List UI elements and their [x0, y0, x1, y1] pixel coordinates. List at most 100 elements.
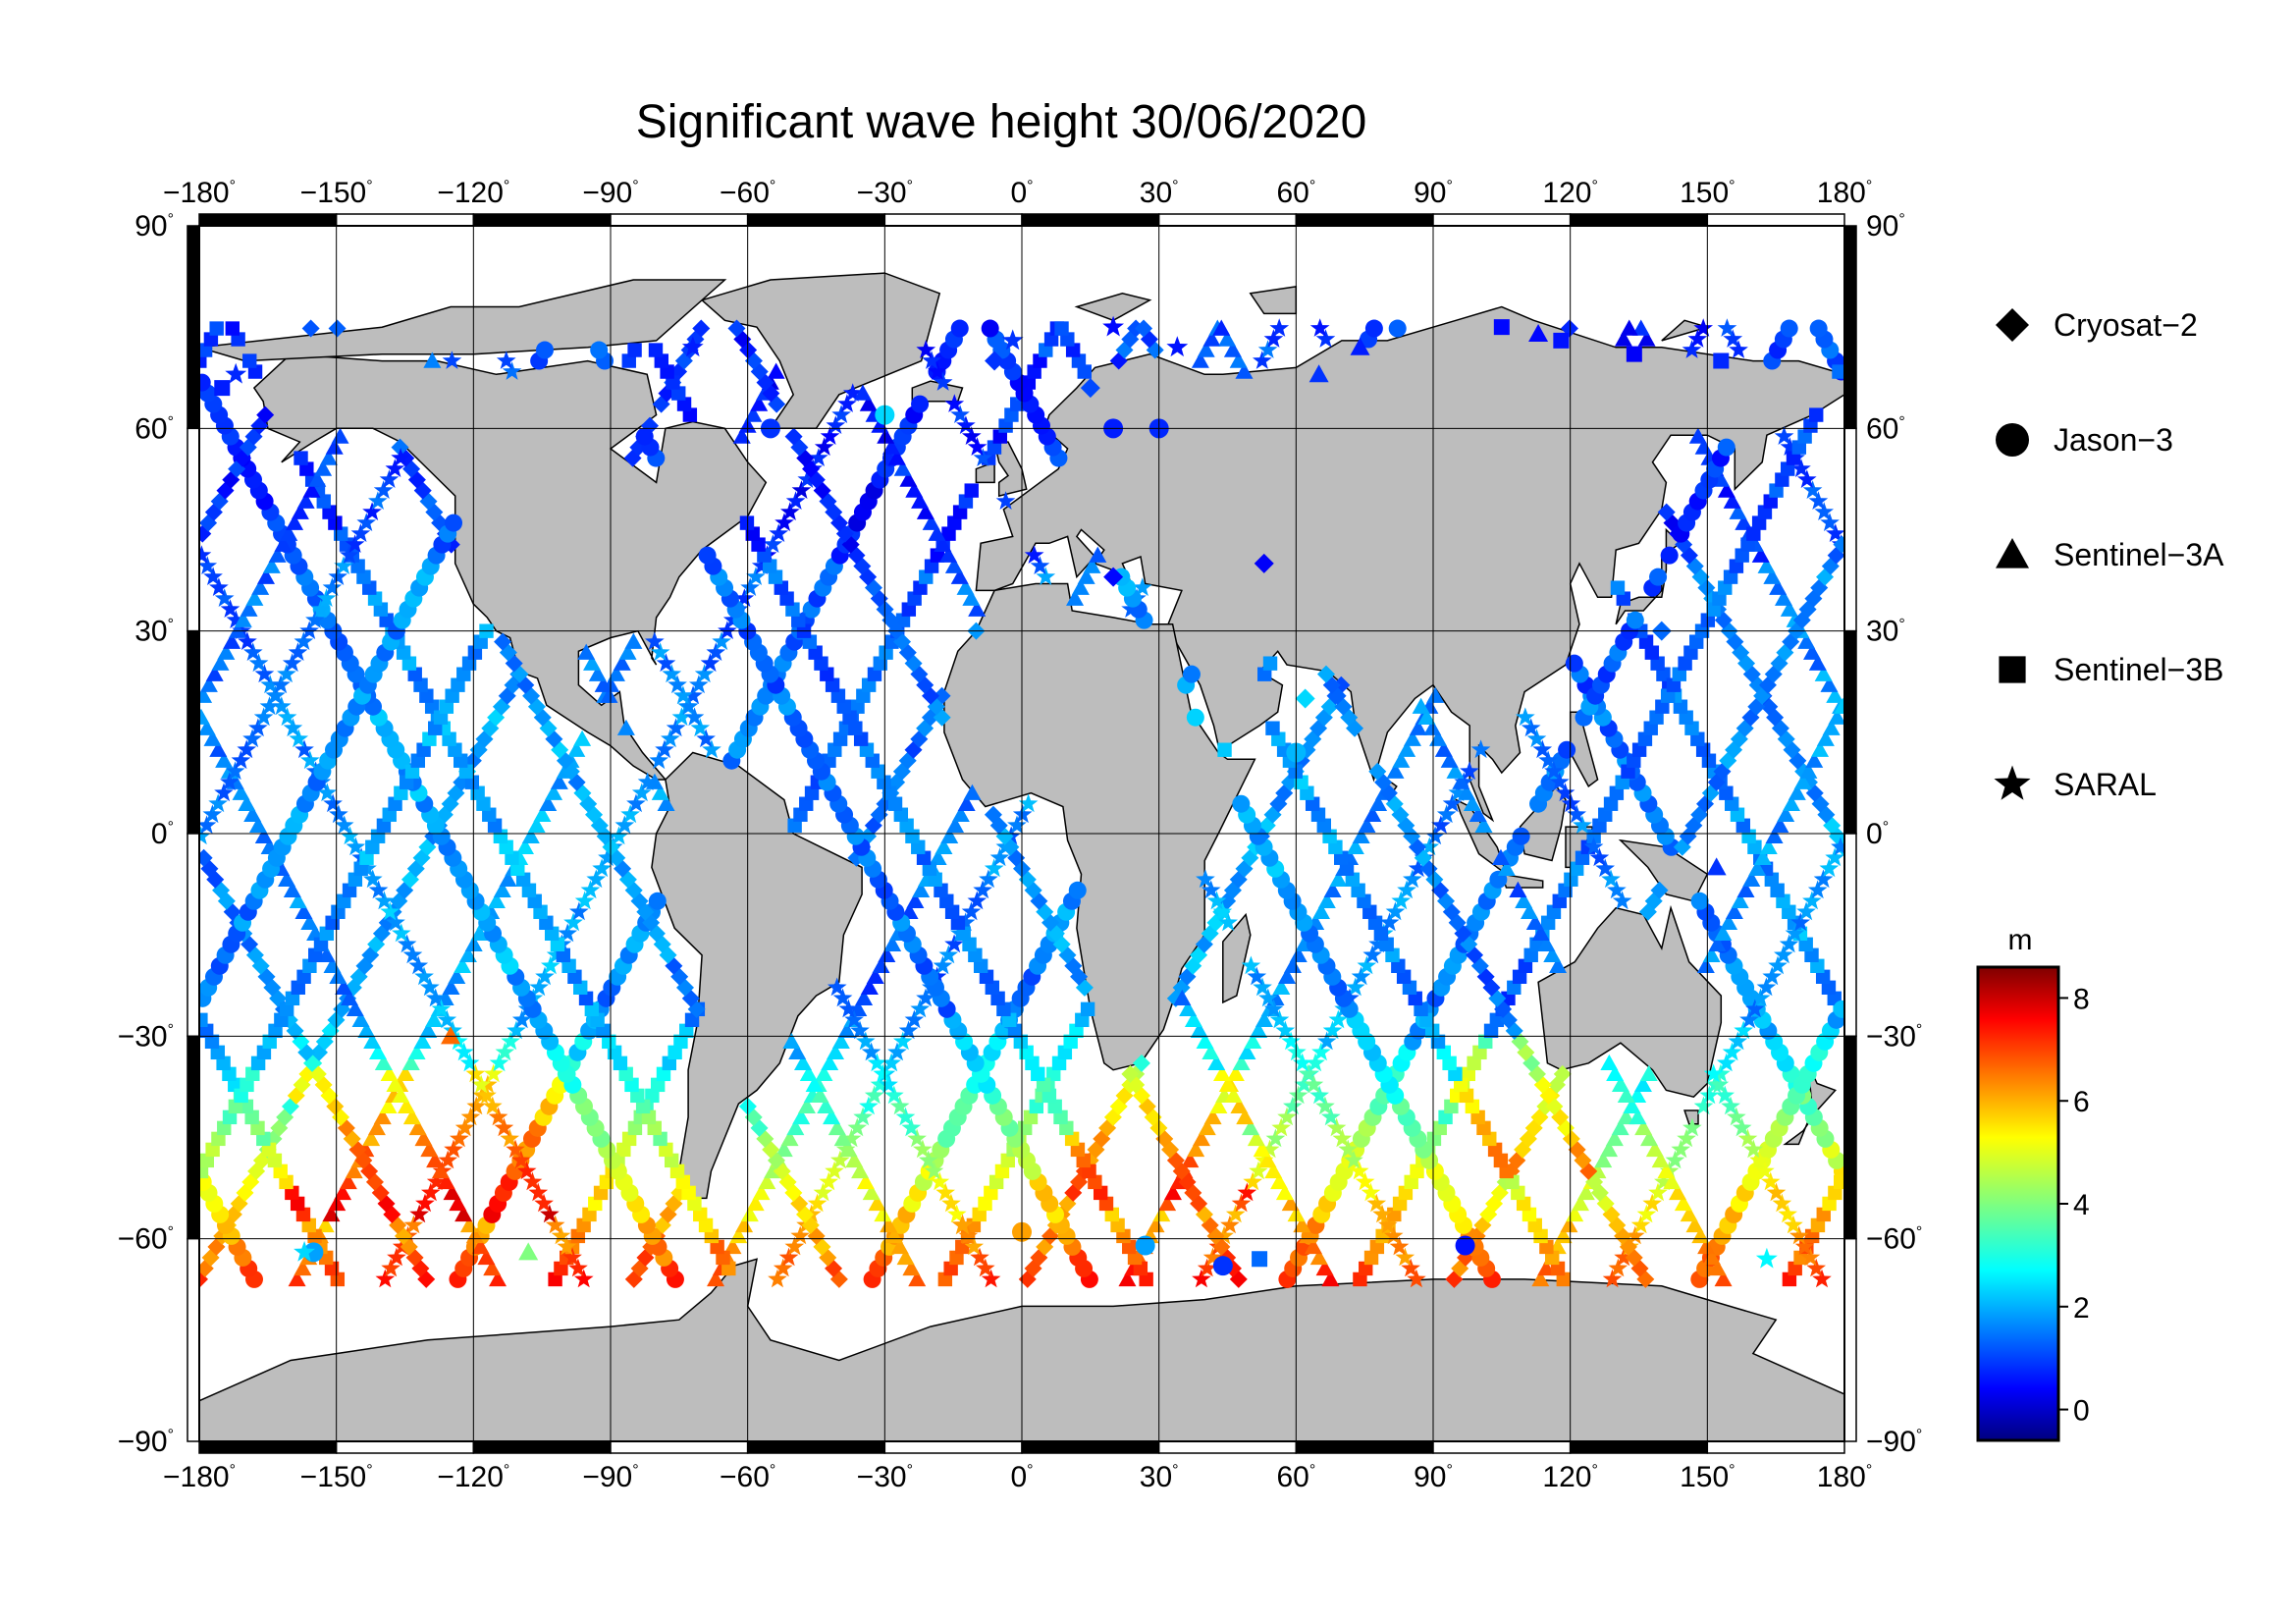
track-point [1511, 1185, 1525, 1201]
track-point [334, 556, 353, 574]
track-point [1749, 1150, 1769, 1169]
track-point [1770, 883, 1785, 897]
track-point [1294, 1074, 1314, 1094]
track-point [1404, 1174, 1418, 1190]
track-point [431, 999, 452, 1018]
track-point [1207, 1054, 1226, 1071]
track-point [1656, 667, 1671, 681]
track-point [1617, 1086, 1635, 1104]
track-point [408, 955, 429, 975]
track-point [1398, 1185, 1414, 1201]
track-point [261, 1142, 277, 1158]
lat-tick-label-right: −30° [1866, 1020, 1922, 1053]
track-point [985, 980, 999, 996]
track-point [645, 631, 665, 650]
track-point [690, 718, 711, 737]
track-point [248, 816, 267, 833]
track-point [1699, 1085, 1720, 1105]
track-point [1650, 881, 1669, 899]
track-point [786, 1118, 805, 1136]
track-point [458, 946, 477, 962]
track-point [1765, 827, 1784, 843]
track-point [340, 545, 359, 564]
track-point [1403, 730, 1421, 746]
track-point [768, 569, 783, 584]
track-point [1679, 710, 1693, 725]
track-point [1265, 721, 1280, 735]
track-point [1391, 891, 1412, 910]
track-point [1309, 1248, 1328, 1266]
track-point [563, 912, 583, 932]
track-point [943, 1261, 958, 1276]
track-point [1236, 1108, 1255, 1125]
track-point [951, 805, 970, 822]
frame-segment [1569, 213, 1709, 227]
track-point [1448, 1066, 1463, 1082]
track-point [826, 415, 846, 434]
track-point [277, 664, 296, 683]
track-point [1181, 1151, 1200, 1168]
track-point [769, 523, 789, 542]
track-point [574, 891, 595, 910]
track-point [1036, 567, 1056, 585]
track-point [962, 589, 981, 606]
track-point [635, 1099, 651, 1114]
track-point [240, 1077, 254, 1093]
track-point [1556, 1271, 1572, 1287]
track-point [1089, 546, 1107, 563]
track-point [217, 1120, 232, 1136]
track-point [1127, 1250, 1143, 1266]
track-point [698, 1217, 714, 1233]
track-point [1708, 935, 1727, 951]
track-point [461, 656, 477, 671]
track-point [211, 654, 230, 671]
track-point [626, 793, 646, 813]
track-point [329, 967, 347, 985]
track-point [1810, 1217, 1826, 1233]
track-point [922, 861, 937, 876]
track-point [828, 742, 842, 757]
track-point [1806, 1258, 1826, 1277]
track-point [1497, 859, 1516, 876]
legend-label: Jason−3 [2054, 422, 2173, 458]
track-point [1793, 1250, 1808, 1266]
track-point [493, 829, 508, 843]
track-point [956, 415, 976, 434]
track-point [1615, 775, 1629, 789]
lon-tick-label-bottom: −90° [582, 1461, 638, 1493]
track-point [322, 1205, 341, 1222]
track-point [1232, 794, 1251, 813]
track-point [1834, 697, 1844, 714]
track-point [1793, 773, 1812, 789]
track-point [209, 740, 228, 757]
track-point [899, 818, 914, 833]
track-point [1538, 750, 1558, 770]
track-point [228, 1077, 242, 1093]
track-point [1815, 969, 1831, 985]
track-point [1808, 654, 1827, 671]
track-point [262, 1034, 277, 1050]
track-point [439, 699, 454, 714]
track-point [1626, 611, 1644, 629]
track-point [853, 1107, 873, 1126]
track-point [369, 1043, 388, 1060]
track-point [821, 1054, 839, 1071]
track-point [1288, 1085, 1308, 1105]
frame-segment [1706, 1440, 1845, 1454]
track-point [1116, 1228, 1131, 1244]
track-point [240, 600, 258, 617]
track-point [1723, 492, 1741, 509]
track-point [1385, 901, 1406, 921]
track-point [1132, 1054, 1150, 1072]
track-point [650, 642, 670, 661]
track-point [1598, 807, 1613, 822]
track-point [1220, 1215, 1240, 1234]
track-point [614, 815, 635, 835]
track-point [342, 883, 357, 897]
track-point [231, 750, 251, 770]
track-point [693, 1207, 708, 1222]
track-point [1533, 1228, 1548, 1244]
track-point [1803, 418, 1818, 433]
track-point [397, 934, 417, 953]
track-point [301, 319, 320, 338]
